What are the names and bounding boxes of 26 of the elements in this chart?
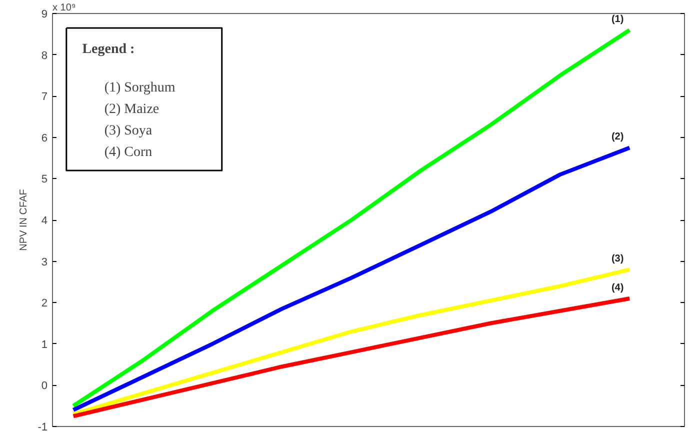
y-tick-label: 3 <box>41 256 48 268</box>
y-axis-title: NPV IN CFAF <box>18 189 30 251</box>
annotation: (3) Soya <box>104 123 153 138</box>
y-tick-label: 6 <box>41 132 48 144</box>
annotation: (1) <box>611 14 624 26</box>
annotation: (1) Sorghum <box>104 80 176 96</box>
line-series <box>71 146 632 412</box>
y-tick-label: 5 <box>41 174 48 186</box>
y-tick-label: 8 <box>41 50 48 62</box>
annotation: (4) Corn <box>104 144 152 160</box>
line-series <box>71 268 632 416</box>
line-series <box>71 28 632 408</box>
y-tick-label: 4 <box>41 215 48 227</box>
y-tick-label: 1 <box>41 338 48 351</box>
y-tick-label: 0 <box>41 380 48 392</box>
y-tick-label: 9 <box>41 8 48 20</box>
annotation: Legend : <box>82 42 135 57</box>
annotation: (2) <box>611 132 624 143</box>
annotation: (2) Maize <box>104 102 160 117</box>
text: x 10⁹ <box>52 2 76 14</box>
y-tick-label: 7 <box>41 91 48 104</box>
annotation: (3) <box>611 254 624 265</box>
line-series <box>71 296 632 418</box>
annotation: (4) <box>611 282 624 294</box>
y-tick-label: -1 <box>38 422 48 434</box>
y-tick-label: 2 <box>41 298 48 310</box>
